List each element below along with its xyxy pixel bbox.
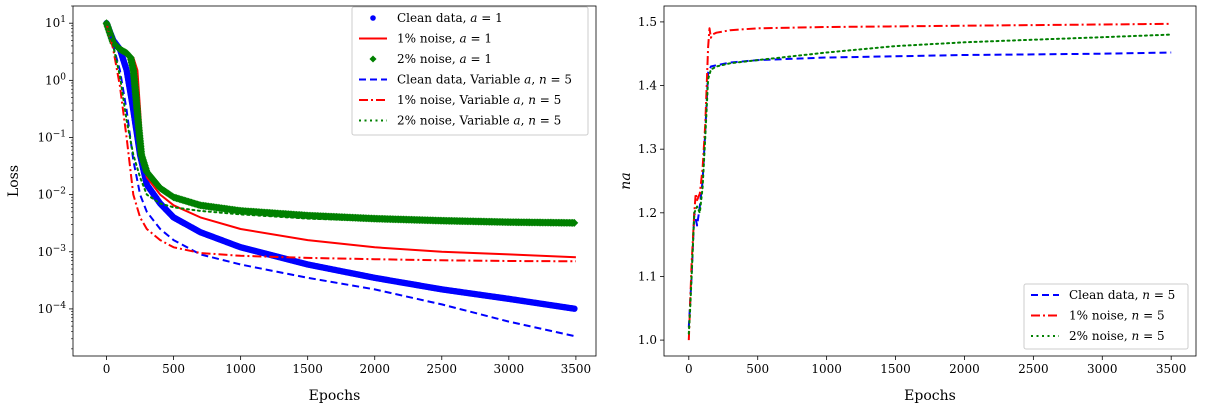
x-tick-label: 500 [162,362,185,376]
legend-label: Clean data, n = 5 [1069,288,1175,302]
chart-panel-2: 0 500 1000 1500 2000 2500 3000 3500 1.0 1.1 1.2 1.3… [618,5,1197,404]
legend-label: 1% noise, n = 5 [1069,309,1165,323]
x-axis-label: Epochs [904,388,956,404]
x-tick-label: 3000 [494,362,525,376]
y-tick-label: 10−2 [37,187,66,202]
legend-label: 2% noise, a = 1 [397,52,492,66]
x-tick-label: 2500 [1018,362,1049,376]
y-tick-label: 1.5 [638,15,657,29]
x-tick-label: 1500 [292,362,323,376]
series-4-line [105,22,577,338]
legend-label: 1% noise, a = 1 [397,32,492,46]
plot-frame [663,5,1197,357]
x-tick-label: 0 [685,362,693,376]
x-tick-label: 500 [746,362,769,376]
x-tick-label: 1000 [811,362,842,376]
x-tick-label: 0 [103,362,111,376]
y-axis-label: na [618,172,634,189]
x-tick-label: 3500 [561,362,592,376]
legend-label: 2% noise, Variable a, n = 5 [397,114,561,128]
y-tick-label: 1.1 [638,269,657,283]
plot-frame [72,5,597,357]
legend: Clean data, a = 1 1% noise, a = 1 2% noise… [351,6,589,136]
legend-label: Clean data, Variable a, n = 5 [397,73,572,87]
x-tick-label: 2000 [949,362,980,376]
x-axis-label: Epochs [309,388,361,404]
y-tick-label: 10−3 [37,244,66,259]
data-point [571,305,578,312]
y-tick-label: 1.4 [638,79,657,93]
series-6-line [105,22,577,225]
legend: Clean data, n = 5 1% noise, n = 5 2% noise… [1023,283,1189,350]
x-tick-label: 2000 [359,362,390,376]
data-area [687,22,1173,341]
legend-swatch [370,15,376,21]
y-tick-label: 10−1 [37,129,66,144]
series-2-line [687,22,1172,341]
y-tick-label: 1.3 [638,142,657,156]
legend-label: 1% noise, Variable a, n = 5 [397,93,561,107]
y-tick-label: 101 [45,15,66,30]
y-tick-label: 1.2 [638,206,657,220]
y-tick-label: 1.0 [638,333,657,347]
legend-swatch [369,55,377,63]
x-tick-label: 1000 [225,362,256,376]
legend-frame [1023,283,1189,350]
x-tick-label: 3500 [1156,362,1187,376]
x-tick-label: 1500 [880,362,911,376]
x-tick-label: 3000 [1087,362,1118,376]
series-5-line [105,22,576,263]
legend-label: Clean data, a = 1 [397,11,503,25]
y-tick-label: 100 [45,72,66,87]
legend-label: 2% noise, n = 5 [1069,329,1165,343]
data-point [570,218,579,227]
legend-frame [351,6,589,136]
series-3-line [687,33,1173,335]
y-tick-label: 10−4 [37,301,66,316]
chart-panel-1: 0 500 1000 1500 2000 2500 3000 3500 10−4 10−3 10−2… [6,5,597,404]
x-tick-label: 2500 [427,362,458,376]
y-axis-label: Loss [6,165,22,197]
data-area [102,19,579,338]
